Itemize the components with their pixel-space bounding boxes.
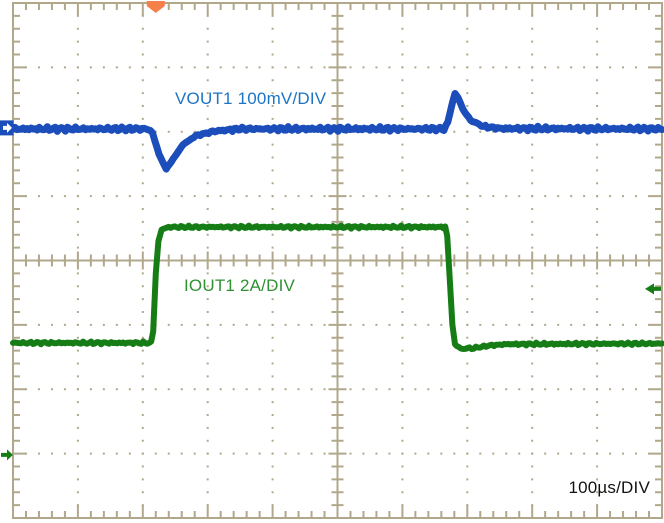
- center-axes: [13, 3, 662, 518]
- iout1-zero-marker: [1, 449, 13, 461]
- vout1-scale-label: VOUT1 100mV/DIV: [175, 89, 327, 108]
- trace-iout1: [10, 222, 664, 353]
- timebase-label: 100µs/DIV: [568, 478, 650, 497]
- iout1-scale-label: IOUT1 2A/DIV: [184, 276, 296, 295]
- trigger-level-marker: [645, 283, 661, 295]
- vout1-ref-marker: [0, 120, 14, 136]
- trace-vout1: [9, 90, 664, 173]
- trigger-position-marker: [146, 1, 165, 13]
